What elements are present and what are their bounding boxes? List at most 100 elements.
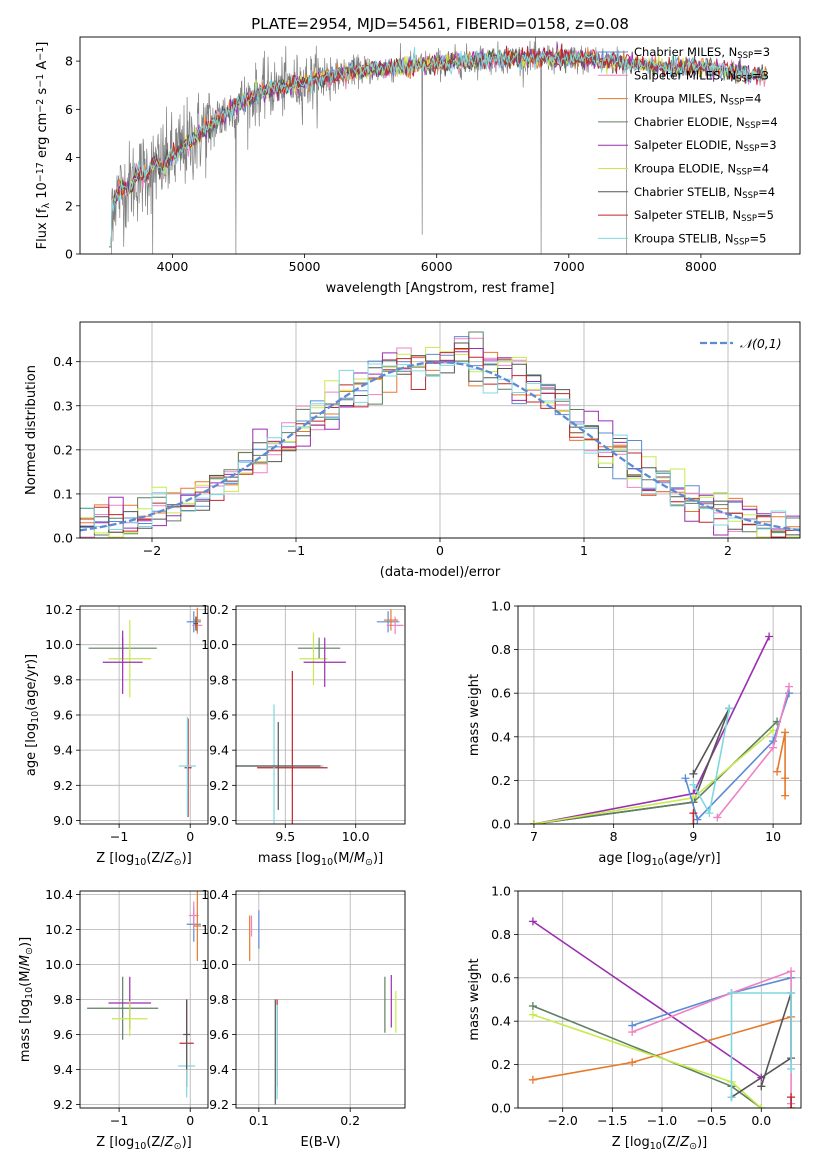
label-part: 10 [134, 1141, 146, 1152]
point-kroupa-miles [383, 609, 398, 631]
legend-sub: SSP [745, 121, 761, 131]
label-part: Z [ [96, 1135, 114, 1150]
x-axis-label: Z [log10(Z/Z⊙)] [96, 851, 191, 868]
y-tick-label: 10.0 [201, 637, 229, 652]
label-part: Z [164, 851, 175, 866]
x-tick-label: 0.0 [751, 1113, 771, 1128]
x-axis-label: age [log10(age/yr)] [598, 851, 720, 868]
label-part: M [354, 851, 365, 866]
weight-series-chabrier-stelib [533, 708, 731, 824]
label-part: log [630, 1135, 650, 1150]
weight-marker [681, 774, 690, 783]
legend-sub: SSP [744, 144, 760, 154]
label-part: A [35, 61, 50, 74]
y-tick-label: 1.0 [491, 599, 511, 614]
spectrum-data-line [109, 37, 628, 254]
figure-title: PLATE=2954, MJD=54561, FIBERID=0158, z=0… [251, 15, 629, 33]
weight-series-kroupa-elodie [533, 729, 774, 824]
x-tick-label: 5000 [289, 259, 321, 274]
y-tick-label: 4 [65, 150, 73, 165]
x-axis-label: E(B-V) [300, 1135, 340, 1150]
y-tick-label: 0.2 [491, 773, 511, 788]
legend-sub: SSP [729, 98, 745, 108]
label-part: Z [ [96, 851, 114, 866]
label-part: (age/yr)] [24, 654, 39, 711]
y-axis-label: Flux [fλ 10−17 erg cm−2 s−1 A−1] [35, 42, 52, 250]
x-tick-label: −2 [143, 543, 161, 558]
x-tick-label: 8000 [685, 259, 717, 274]
label-part: log [114, 851, 134, 866]
x-tick-label: −1 [287, 543, 305, 558]
label-part: mass weight [467, 958, 482, 1040]
y-tick-label: 0.2 [53, 442, 73, 457]
legend-text: Salpeter ELODIE, N [634, 138, 744, 152]
legend-tail: =4 [761, 115, 778, 129]
y-tick-label: 0.0 [491, 817, 511, 832]
spectrum-model-salpeter-stelib [109, 44, 767, 248]
legend-sub: SSP [737, 51, 753, 61]
y-tick-label: 0.1 [53, 486, 73, 501]
label-part: log [301, 851, 321, 866]
legend-tail: =3 [752, 68, 769, 82]
legend-text: Kroupa STELIB, N [634, 231, 734, 245]
residual-legend: 𝒩(0,1) [700, 336, 782, 351]
x-tick-label: 2 [724, 543, 732, 558]
label-part: −1 [35, 47, 46, 61]
weight-marker [769, 726, 778, 735]
weight-marker [528, 1002, 537, 1011]
label-part: ⊙ [365, 857, 373, 868]
x-tick-label: 6000 [421, 259, 453, 274]
y-tick-label: 10.2 [45, 602, 73, 617]
y-tick-label: 0.0 [53, 531, 73, 546]
legend-sub: SSP [736, 75, 752, 85]
y-tick-label: 10.0 [45, 637, 73, 652]
y-tick-label: 8 [65, 54, 73, 69]
plot-area-mass-vs-Z [87, 891, 201, 1098]
plot-area-weight-vs-age [529, 632, 794, 824]
x-tick-label: −0.5 [696, 1113, 726, 1128]
y-tick-label: 9.6 [209, 708, 229, 723]
y-tick-label: 0.2 [491, 1057, 511, 1072]
y-tick-label: 0.4 [491, 1014, 511, 1029]
y-tick-label: 0.0 [491, 1101, 511, 1116]
label-part: mass [ [18, 1019, 33, 1062]
label-part: 10 [134, 857, 146, 868]
label-part: )] [373, 851, 383, 866]
y-tick-label: 9.6 [53, 1027, 73, 1042]
y-tick-label: 9.2 [53, 778, 73, 793]
y-axis-label: mass weight [467, 674, 482, 756]
label-part: ⊙ [174, 1141, 182, 1152]
axes-frame [517, 890, 802, 1109]
panel-mass-vs-Z: −1 09.29.49.69.810.010.210.4Z [log10(Z/Z⊙… [18, 887, 209, 1152]
legend-text: Chabrier ELODIE, N [634, 115, 745, 129]
y-tick-label: 9.4 [209, 743, 229, 758]
weight-marker [757, 1082, 766, 1091]
label-part: E(B-V) [300, 1135, 340, 1150]
y-tick-label: 2 [65, 198, 73, 213]
weight-marker [757, 1104, 766, 1108]
weight-series-salpeter-elodie [532, 920, 762, 1079]
panel-weight-vs-Z: −2.0 −1.5 −1.0 −0.5 0.0 0.0 0.2 0.4 0.6 0.8 1.0 Z [… [467, 884, 802, 1152]
weight-marker [713, 813, 722, 822]
y-tick-label: 0.6 [491, 686, 511, 701]
y-tick-label: 10.0 [45, 957, 73, 972]
legend-entry-normal: 𝒩(0,1) [740, 336, 782, 351]
histogram-kroupa-stelib [80, 362, 800, 530]
x-tick-label: 0 [186, 829, 194, 844]
label-part: Normed distribution [24, 365, 39, 495]
plot-area-spectrum [109, 37, 767, 254]
label-part: 10 [30, 711, 41, 723]
label-part: )] [182, 1135, 192, 1150]
label-part: log [632, 851, 652, 866]
y-axis-label: Normed distribution [24, 365, 39, 495]
weight-marker [693, 815, 702, 824]
point-salpeter-miles [386, 616, 404, 635]
x-tick-label: 0.1 [249, 1113, 269, 1128]
y-tick-label: 9.4 [53, 1062, 73, 1077]
x-tick-label: 7000 [553, 259, 585, 274]
legend-sub: SSP [742, 191, 758, 201]
label-part: 10 [321, 857, 333, 868]
